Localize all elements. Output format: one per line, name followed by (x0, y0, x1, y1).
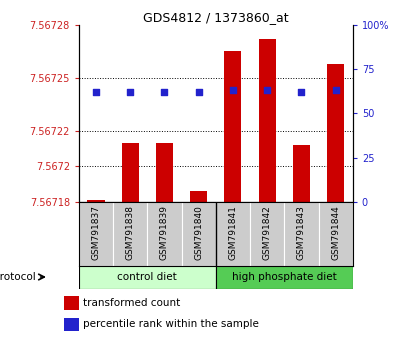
Text: protocol: protocol (0, 272, 35, 282)
Bar (147, 202, 182, 266)
Text: GSM791844: GSM791844 (331, 205, 340, 260)
Text: GSM791837: GSM791837 (91, 205, 100, 260)
Text: control diet: control diet (117, 272, 177, 282)
Bar (122, 143, 139, 202)
Text: GSM791842: GSM791842 (263, 205, 272, 260)
Text: GSM791839: GSM791839 (160, 205, 169, 260)
Bar (216, 266, 353, 289)
Title: GDS4812 / 1373860_at: GDS4812 / 1373860_at (143, 11, 288, 24)
Bar (156, 143, 173, 202)
Bar (284, 202, 319, 266)
Bar (79, 266, 216, 289)
Text: high phosphate diet: high phosphate diet (232, 272, 337, 282)
Bar (190, 191, 207, 202)
Bar (225, 51, 242, 202)
Point (127, 89, 134, 95)
Bar (319, 202, 353, 266)
Point (264, 87, 271, 93)
Bar (79, 202, 113, 266)
Point (229, 87, 236, 93)
Bar (64, 318, 78, 331)
Text: GSM791841: GSM791841 (228, 205, 237, 260)
Text: GSM791838: GSM791838 (126, 205, 135, 260)
Point (332, 87, 339, 93)
Point (161, 89, 168, 95)
Bar (250, 202, 284, 266)
Bar (64, 296, 78, 310)
Bar (216, 202, 250, 266)
Bar (259, 39, 276, 202)
Text: percentile rank within the sample: percentile rank within the sample (83, 319, 259, 329)
Point (93, 89, 99, 95)
Point (195, 89, 202, 95)
Bar (327, 64, 344, 202)
Text: transformed count: transformed count (83, 298, 181, 308)
Text: GSM791840: GSM791840 (194, 205, 203, 260)
Bar (88, 200, 105, 202)
Point (298, 89, 305, 95)
Bar (293, 145, 310, 202)
Bar (113, 202, 147, 266)
Bar (182, 202, 216, 266)
Text: GSM791843: GSM791843 (297, 205, 306, 260)
